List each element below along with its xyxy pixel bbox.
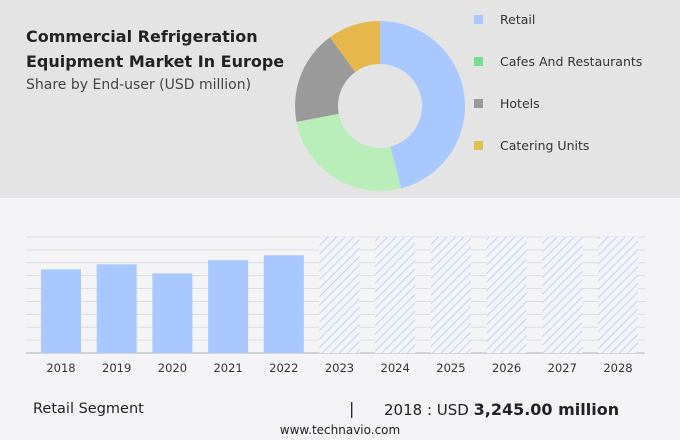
x-tick-label: 2024: [381, 361, 410, 375]
donut-chart: [295, 21, 466, 191]
bar-chart: 2018 2019 2020 2021 2022 2023 2024 2025 2026 2027…: [26, 236, 645, 375]
x-tick-label: 2019: [102, 361, 131, 375]
legend-label: Hotels: [500, 96, 540, 111]
legend-swatch: [474, 15, 483, 24]
legend-label: Cafes And Restaurants: [500, 54, 643, 69]
forecast-bar-2027: [542, 237, 583, 353]
x-tick-label: 2022: [269, 361, 298, 375]
x-tick-label: 2026: [492, 361, 521, 375]
legend-label: Retail: [500, 12, 536, 27]
legend-swatch: [474, 57, 483, 66]
footer-year-label: 2018 : USD: [384, 401, 469, 419]
x-tick-label: 2023: [325, 361, 354, 375]
legend-item: Hotels: [474, 96, 540, 111]
footer-separator: |: [349, 399, 355, 418]
x-tick-label: 2021: [213, 361, 242, 375]
x-tick-label: 2028: [603, 361, 632, 375]
bar-2019: [96, 264, 137, 353]
forecast-bar-2028: [598, 237, 638, 353]
legend-item: Catering Units: [474, 138, 589, 153]
x-tick-label: 2027: [548, 361, 577, 375]
footer-value: 2018 : USD 3,245.00 million: [384, 400, 619, 419]
forecast-bar-2025: [430, 237, 471, 353]
x-tick-label: 2025: [436, 361, 465, 375]
legend-item: Cafes And Restaurants: [474, 54, 642, 69]
donut-segment-hotels: [295, 37, 356, 122]
forecast-bar-2026: [486, 237, 527, 353]
bar-2018: [41, 269, 81, 353]
bar-2020: [152, 273, 193, 353]
legend-item: Retail: [474, 12, 535, 27]
legend-swatch: [474, 99, 483, 108]
donut-segment-catering-units: [330, 21, 380, 73]
forecast-bar-2024: [375, 237, 416, 353]
x-tick-label: 2018: [46, 361, 75, 375]
legend-label: Catering Units: [500, 138, 590, 153]
bar-2022: [263, 255, 304, 353]
footer-value-amount: 3,245.00 million: [473, 400, 620, 419]
footer-segment: Retail Segment: [33, 401, 144, 417]
donut-segment-cafes-and-restaurants: [296, 113, 402, 191]
page-subtitle: Share by End-user (USD million): [26, 77, 252, 93]
x-tick-label: 2020: [158, 361, 187, 375]
website-link[interactable]: www.technavio.com: [279, 423, 401, 437]
legend-swatch: [474, 141, 483, 150]
forecast-bar-2023: [319, 237, 360, 353]
page-title: Commercial Refrigeration Equipment Marke…: [26, 27, 285, 71]
donut-segment-retail: [380, 21, 466, 189]
bar-2021: [208, 260, 249, 353]
